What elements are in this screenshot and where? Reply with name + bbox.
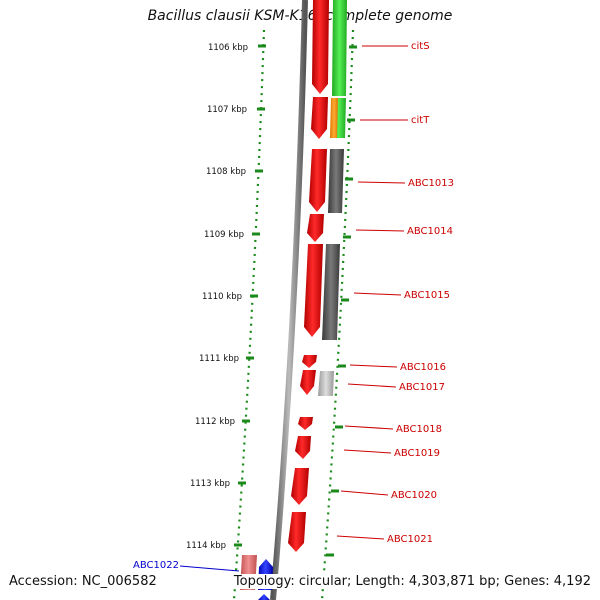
gene-label-ABC1020[interactable]: ABC1020 bbox=[391, 490, 437, 501]
gene-label-ABC1019[interactable]: ABC1019 bbox=[394, 448, 440, 459]
gene-label-ABC1021[interactable]: ABC1021 bbox=[387, 534, 433, 545]
ruler-label: 1112 kbp bbox=[195, 417, 235, 427]
gene-arrow bbox=[302, 355, 317, 368]
gene-ABC1017-block bbox=[318, 371, 334, 396]
gene-label-ABC1015[interactable]: ABC1015 bbox=[404, 290, 450, 301]
red-gene-track bbox=[288, 0, 329, 552]
topology-text: Topology: circular; Length: 4,303,871 bp… bbox=[233, 574, 591, 589]
gene-arrow bbox=[291, 468, 309, 505]
gene-arrow bbox=[295, 436, 311, 459]
gene-ABC1015-block bbox=[322, 244, 340, 340]
leader-ABC1017 bbox=[347, 383, 397, 388]
gene-ABC1013-block bbox=[328, 149, 344, 213]
ruler-dotted-track bbox=[232, 29, 266, 600]
outer-tick-marks bbox=[326, 45, 357, 557]
gene-arrow bbox=[307, 214, 324, 242]
gene-label-citS[interactable]: citS bbox=[411, 41, 430, 52]
gene-arrow bbox=[298, 417, 313, 430]
label-leaders bbox=[336, 45, 408, 540]
leader-ABC1014 bbox=[355, 229, 405, 232]
ruler-label: 1113 kbp bbox=[190, 479, 230, 489]
gene-label-ABC1014[interactable]: ABC1014 bbox=[407, 226, 453, 237]
gene-label-citT[interactable]: citT bbox=[411, 115, 430, 126]
accession-text: Accession: NC_006582 bbox=[9, 574, 157, 589]
leader-ABC1020 bbox=[340, 490, 389, 496]
gene-arrow bbox=[309, 149, 327, 212]
ruler-label: 1111 kbp bbox=[199, 354, 239, 364]
outer-dotted-track bbox=[320, 29, 355, 600]
gene-label-ABC1013[interactable]: ABC1013 bbox=[408, 178, 454, 189]
gene-label-ABC1022[interactable]: ABC1022 bbox=[133, 560, 179, 571]
gene-arrow bbox=[311, 97, 328, 139]
leader-ABC1018 bbox=[344, 425, 394, 430]
gene-citT-orange-block bbox=[330, 98, 338, 138]
gene-label-ABC1018[interactable]: ABC1018 bbox=[396, 424, 442, 435]
ruler-label: 1108 kbp bbox=[206, 167, 246, 177]
ruler-label: 1109 kbp bbox=[204, 230, 244, 240]
gene-arrow bbox=[304, 244, 323, 337]
map-title: Bacillus clausii KSM-K16, complete genom… bbox=[147, 8, 453, 24]
leader-ABC1013 bbox=[357, 181, 406, 184]
leader-ABC1015 bbox=[353, 292, 402, 296]
leader-ABC1019 bbox=[343, 449, 392, 454]
ruler-label: 1110 kbp bbox=[202, 292, 242, 302]
leader-ABC1021 bbox=[336, 535, 385, 540]
leader-ABC1016 bbox=[349, 364, 398, 368]
leader-ABC1022 bbox=[179, 565, 240, 572]
gene-arrow bbox=[312, 0, 329, 94]
gene-label-ABC1016[interactable]: ABC1016 bbox=[400, 362, 446, 373]
genome-backbone bbox=[270, 0, 308, 600]
gene-citS-block bbox=[332, 0, 347, 96]
gene-label-ABC1017[interactable]: ABC1017 bbox=[399, 382, 445, 393]
gene-blue-arrow-lower bbox=[258, 594, 270, 600]
ruler-label: 1106 kbp bbox=[208, 43, 248, 53]
ruler-label: 1107 kbp bbox=[207, 105, 247, 115]
gene-arrow bbox=[300, 370, 316, 395]
gene-arrow bbox=[288, 512, 306, 552]
ruler-label: 1114 kbp bbox=[186, 541, 226, 551]
ruler-tick-marks bbox=[234, 44, 266, 547]
